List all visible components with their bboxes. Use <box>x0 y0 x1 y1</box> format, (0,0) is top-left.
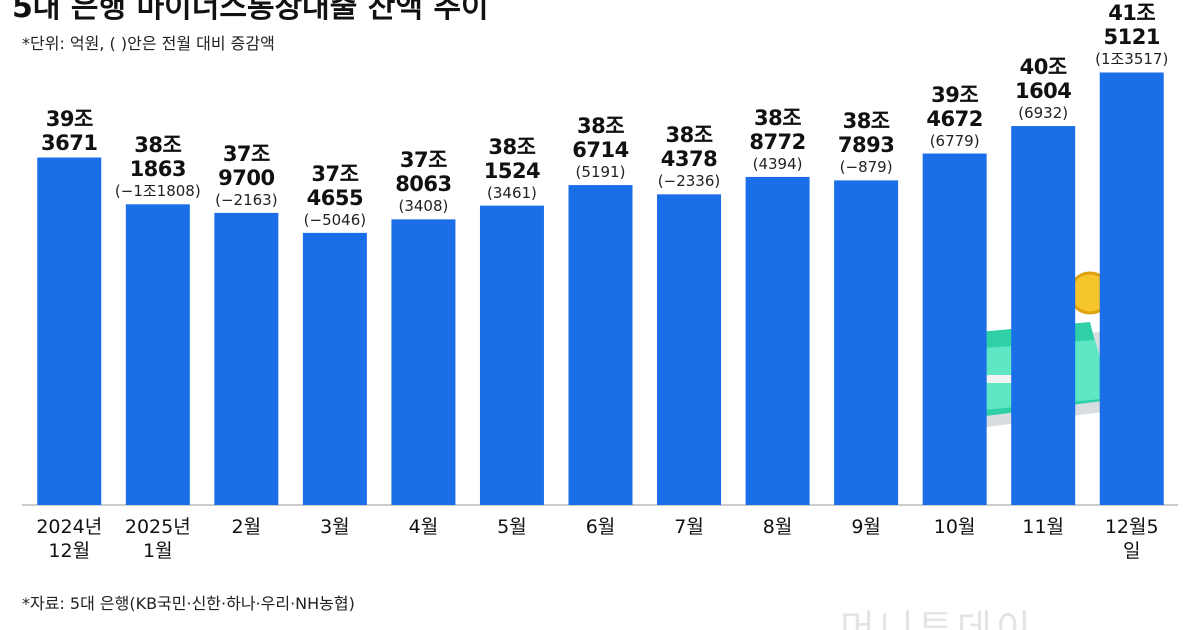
x-tick-label: 7월 <box>674 516 704 538</box>
value-label: 38조 7893 <box>837 109 895 158</box>
change-label: (3461) <box>487 183 537 202</box>
bar <box>657 194 722 505</box>
value-label: 39조 3671 <box>41 106 98 155</box>
x-tick-label: 3월 <box>320 516 350 538</box>
change-label: (6932) <box>1018 104 1069 123</box>
x-tick-label: 9월 <box>851 516 881 538</box>
bar <box>1011 126 1076 505</box>
value-label: 38조 1863 <box>129 133 187 182</box>
bar-label: 39조 4672 (6779) <box>926 82 983 151</box>
bar <box>479 205 544 505</box>
bar <box>214 212 279 505</box>
bar-label: 37조 4655 (−5046) <box>304 162 366 230</box>
value-label: 38조 1524 <box>483 134 541 183</box>
bar-label: 38조 8772 (4394) <box>749 105 806 174</box>
bar-label: 38조 6714 (5191) <box>572 114 629 182</box>
x-tick-label: 2월 <box>231 516 262 538</box>
change-label: (3408) <box>398 197 449 216</box>
x-tick-label: 5월 <box>497 516 527 538</box>
chart-title: 5대 은행 마이너스통장대출 잔액 추이 <box>12 0 489 25</box>
bar <box>1099 72 1164 505</box>
bar <box>834 180 899 505</box>
bar <box>922 153 987 505</box>
x-tick-label: 2024년 12월 <box>36 516 103 562</box>
bar-label: 40조 1604 (6932) <box>1014 55 1072 123</box>
bar-label: 38조 7893 (−879) <box>837 109 895 177</box>
watermark: 머니투데이 <box>840 607 1035 630</box>
change-label: (6779) <box>929 131 980 150</box>
change-label: (1조3517) <box>1095 50 1169 69</box>
bar <box>125 204 190 506</box>
x-tick-label: 11월 <box>1022 516 1065 538</box>
bar <box>302 232 367 506</box>
change-label: (−879) <box>839 158 893 177</box>
change-label: (−2336) <box>657 172 721 191</box>
value-label: 38조 8772 <box>749 105 806 154</box>
bar <box>391 219 456 505</box>
x-tick-label: 8월 <box>762 516 793 538</box>
bar <box>568 185 633 506</box>
bar-label: 37조 9700 (−2163) <box>215 142 277 210</box>
change-label: (−1조1808) <box>114 182 201 201</box>
x-tick-label: 12월5일 <box>1104 516 1159 562</box>
value-label: 41조 5121 <box>1103 1 1160 50</box>
value-label: 39조 4672 <box>926 82 983 131</box>
x-tick-label: 2025년 1월 <box>124 516 191 562</box>
bar-label: 38조 1524 (3461) <box>483 134 541 203</box>
change-label: (5191) <box>575 163 626 182</box>
change-label: (−5046) <box>303 210 367 229</box>
value-label: 38조 4378 <box>660 123 718 172</box>
x-tick-label: 6월 <box>585 516 616 538</box>
bar-label: 37조 8063 (3408) <box>395 148 452 216</box>
bar-label: 41조 5121 (1조3517) <box>1095 1 1168 69</box>
bar <box>745 176 810 506</box>
change-label: (4394) <box>752 154 803 173</box>
value-label: 38조 6714 <box>572 114 629 163</box>
value-label: 37조 8063 <box>395 148 452 197</box>
change-label: (−2163) <box>215 190 278 209</box>
subtitle: *단위: 억원, ( )안은 전월 대비 증감액 <box>22 34 275 53</box>
value-label: 37조 4655 <box>306 161 364 210</box>
x-tick-label: 4월 <box>408 516 439 538</box>
source: *자료: 5대 은행(KB국민·신한·하나·우리·NH농협) <box>22 594 355 613</box>
x-tick-label: 10월 <box>933 516 976 538</box>
bar <box>37 157 102 506</box>
value-label: 40조 1604 <box>1014 55 1072 104</box>
bar-label: 38조 4378 (−2336) <box>658 123 720 191</box>
bar-label: 39조 3671 <box>41 106 98 155</box>
bar-label: 38조 1863 (−1조1808) <box>115 133 201 201</box>
value-label: 37조 9700 <box>218 141 275 190</box>
